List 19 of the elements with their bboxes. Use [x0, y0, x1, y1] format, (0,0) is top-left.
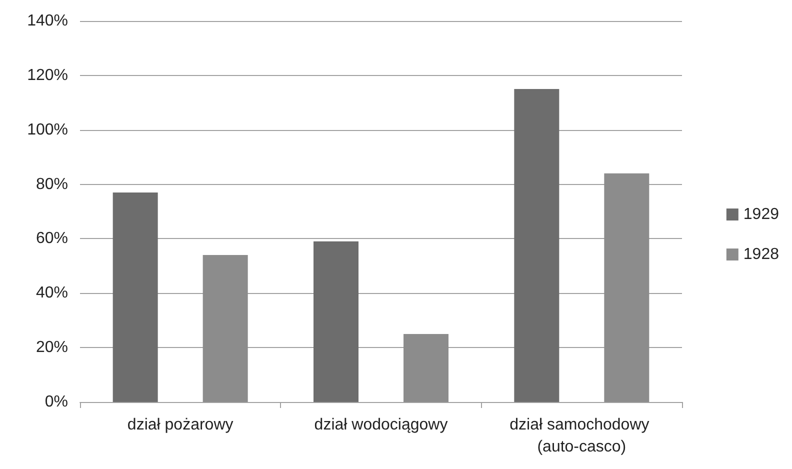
legend-label: 1929	[743, 206, 780, 223]
bar	[404, 334, 448, 402]
bar	[514, 89, 560, 402]
bar	[112, 192, 158, 402]
x-tick-label: dział pożarowy	[127, 416, 234, 434]
y-tick-label: 80%	[36, 176, 68, 193]
y-tick-label: 140%	[27, 12, 68, 30]
y-tick-label: 40%	[36, 284, 68, 302]
bar	[314, 241, 358, 402]
x-tick-label: dział wodociągowy	[314, 416, 448, 434]
bar	[604, 173, 650, 402]
y-tick-label: 20%	[36, 339, 68, 356]
y-tick-label: 60%	[36, 230, 68, 248]
x-tick-label: dział samochodowy (auto-casco)	[510, 416, 654, 456]
y-tick-label: 0%	[44, 394, 68, 410]
legend-label: 1928	[743, 246, 780, 263]
y-tick-label: 120%	[27, 66, 68, 84]
bar	[202, 255, 248, 402]
y-tick-label: 100%	[27, 121, 68, 138]
